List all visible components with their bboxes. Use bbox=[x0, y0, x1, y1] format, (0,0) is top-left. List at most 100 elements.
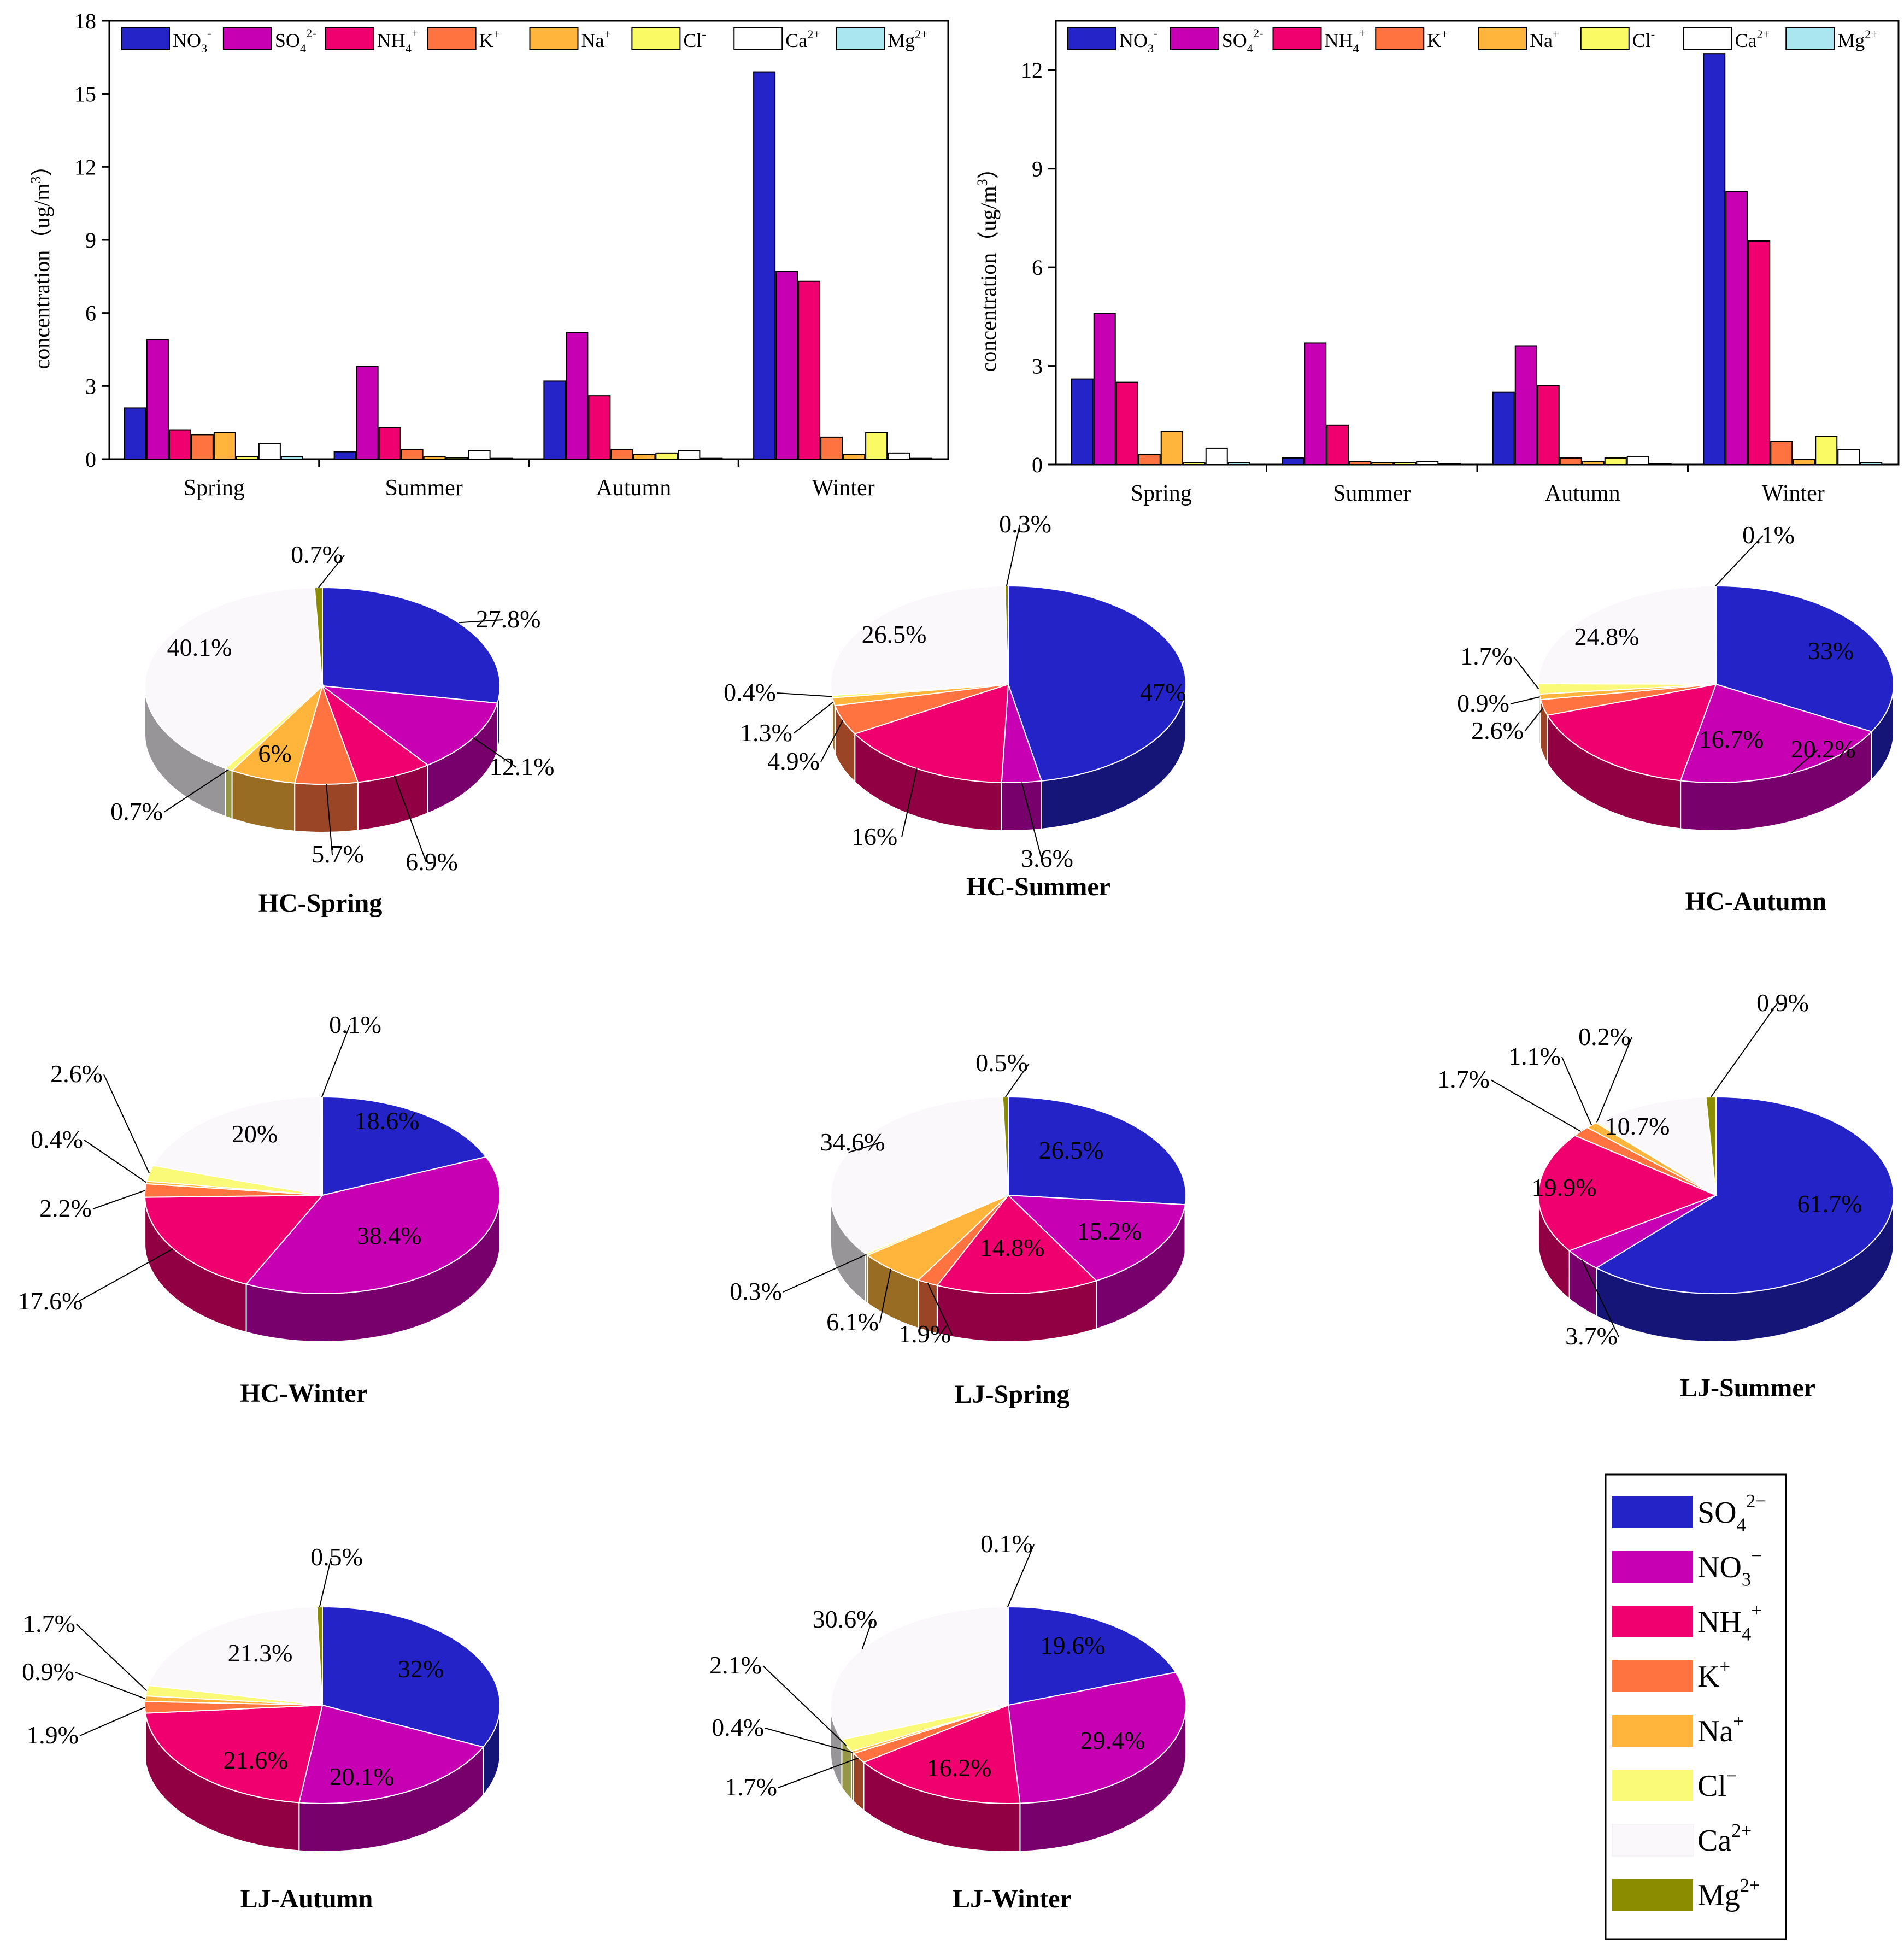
bar-cl-autumn bbox=[1604, 457, 1627, 466]
leader-line-no3 bbox=[473, 737, 517, 768]
leader-line-mg2 bbox=[1006, 524, 1020, 586]
leader-line-k bbox=[778, 1757, 859, 1788]
bar-na-spring bbox=[1160, 431, 1183, 466]
pie-label-k: 1.7% bbox=[725, 1773, 777, 1801]
y-tick-label: 15 bbox=[74, 82, 96, 107]
leader-line-k bbox=[927, 1282, 953, 1335]
bar-so42-summer bbox=[1304, 342, 1327, 465]
bar-ca2-winter bbox=[1837, 449, 1860, 466]
leader-line-cl bbox=[1596, 1037, 1632, 1123]
y-tick-label: 3 bbox=[1032, 354, 1043, 379]
legend-swatch-nh bbox=[1612, 1606, 1693, 1637]
pie-side-k bbox=[853, 1752, 865, 1812]
bar-cl-winter bbox=[865, 431, 888, 460]
leader-line-cl bbox=[777, 692, 832, 697]
pie-label-k: 4.9% bbox=[767, 747, 820, 775]
pie-side-no3 bbox=[1001, 780, 1042, 831]
legend-label-nh4: NH4+ bbox=[1325, 26, 1366, 55]
pie-top bbox=[1538, 1096, 1895, 1294]
pie-slice-nh4 bbox=[1546, 683, 1717, 782]
pie-label-na: 0.4% bbox=[31, 1125, 83, 1153]
legend-label-k: K+ bbox=[479, 27, 501, 51]
pie-label-mg2: 0.5% bbox=[975, 1049, 1028, 1077]
bar-ca2-autumn bbox=[1626, 455, 1649, 465]
pie-label-na: 1.3% bbox=[740, 719, 792, 747]
pie-label-mg2: 0.3% bbox=[999, 510, 1051, 538]
pie-slice-mg2 bbox=[1705, 1096, 1717, 1196]
pie-slice-so42 bbox=[1715, 585, 1895, 732]
legend-label-ca: Ca2+ bbox=[1697, 1820, 1752, 1858]
bar-so42-autumn bbox=[1514, 345, 1537, 466]
y-tick-label: 12 bbox=[1021, 58, 1043, 83]
legend-label-k: K+ bbox=[1427, 27, 1448, 51]
bar-so42-spring bbox=[1093, 313, 1116, 466]
pie-slice-so42 bbox=[1008, 585, 1186, 782]
pie-label-ca2: 40.1% bbox=[167, 633, 232, 661]
pie-title: HC-Winter bbox=[240, 1379, 368, 1408]
pie-slice-ca2 bbox=[1537, 585, 1717, 685]
leader-line-mg2 bbox=[1005, 1063, 1030, 1097]
bar-ca2-summer bbox=[1416, 460, 1439, 465]
bar-k-spring bbox=[1138, 454, 1161, 466]
bar-ca2-spring bbox=[258, 443, 281, 460]
pie-title: LJ-Spring bbox=[955, 1380, 1070, 1409]
bar-nh4-summer bbox=[378, 427, 401, 460]
pie-label-k: 2.2% bbox=[39, 1194, 92, 1222]
leader-line-nh4 bbox=[77, 1248, 174, 1302]
y-tick-label: 3 bbox=[85, 374, 96, 398]
pie-sides bbox=[830, 684, 1186, 831]
leader-line-ca2 bbox=[848, 1142, 880, 1153]
legend-label-na: Na+ bbox=[1697, 1711, 1744, 1748]
pie-slice-so42 bbox=[322, 1606, 501, 1748]
leader-line-so42 bbox=[459, 619, 503, 624]
pie-label-so42: 27.8% bbox=[476, 605, 541, 633]
pie-label-k: 5.7% bbox=[312, 840, 364, 868]
bar-mg2-spring bbox=[280, 456, 303, 460]
legend-label-na: Na+ bbox=[1530, 27, 1560, 51]
pie-label-mg2: 0.1% bbox=[329, 1011, 381, 1038]
pie-label-so42: 32% bbox=[398, 1655, 444, 1683]
y-tick-label: 0 bbox=[85, 447, 96, 472]
pie-label-so42: 19.6% bbox=[1041, 1631, 1106, 1659]
pie-lj-summer: 61.7% 3.7% 19.9% 1.7% 1.1% 0.2% 10.7% 0.9% LJ-Su… bbox=[1437, 989, 1895, 1402]
legend-swatch-ca2 bbox=[733, 27, 783, 50]
leader-line-nh4 bbox=[901, 768, 918, 838]
bar-charts: 0 3 6 9 12 15 18 concentration（ug/m3） Spring Summ… bbox=[28, 9, 1900, 506]
bar-na-winter bbox=[1793, 459, 1815, 466]
y-axis-label: concentration（ug/m3） bbox=[28, 155, 54, 369]
pie-label-nh4: 16.2% bbox=[927, 1754, 992, 1782]
pie-legend: SO42− NO3− NH4+ K+ Na+ Cl− Ca2+ Mg2+ bbox=[1605, 1473, 1787, 1940]
pie-slice-so42 bbox=[1595, 1096, 1895, 1294]
bar-nh4-spring bbox=[168, 429, 191, 460]
pie-label-cl: 1.7% bbox=[1460, 642, 1513, 670]
bar-no3-autumn bbox=[1492, 391, 1515, 465]
x-tick-label-spring: Spring bbox=[184, 475, 245, 501]
bar-so42-summer bbox=[356, 366, 379, 460]
pie-label-ca2: 26.5% bbox=[862, 620, 927, 648]
pie-top bbox=[830, 1096, 1186, 1294]
pie-slice-nh4 bbox=[936, 1194, 1098, 1294]
bar-na-spring bbox=[213, 431, 236, 460]
pie-slice-mg2 bbox=[316, 1606, 323, 1706]
bar-ca2-winter bbox=[888, 452, 910, 460]
pie-label-ca2: 21.3% bbox=[228, 1639, 293, 1667]
pie-slice-so42 bbox=[1008, 1606, 1177, 1706]
legend-label-nh: NH4+ bbox=[1697, 1600, 1762, 1645]
pie-label-mg2: 0.7% bbox=[291, 541, 343, 568]
pie-slice-na bbox=[866, 1195, 1009, 1281]
pie-label-cl: 1.7% bbox=[23, 1610, 75, 1637]
leader-line-k bbox=[79, 1707, 145, 1736]
legend-swatch-ca bbox=[1612, 1824, 1694, 1857]
legend-label-ca2: Ca2+ bbox=[1735, 27, 1770, 51]
pie-slice-nh4 bbox=[144, 1194, 324, 1285]
leader-line-ca2 bbox=[861, 1619, 873, 1650]
pie-label-so42: 18.6% bbox=[355, 1107, 420, 1135]
pie-charts: 27.8% 12.1% 6.9% 5.7% 6% 0.7% 40.1% 0.7% HC-Spri… bbox=[18, 510, 1895, 1913]
pie-label-na: 1.1% bbox=[1508, 1042, 1561, 1070]
legend-swatch-mg2 bbox=[836, 27, 885, 50]
legend-label-cl: Cl- bbox=[683, 27, 706, 51]
y-axis-label: concentration（ug/m3） bbox=[974, 157, 1001, 372]
leader-line-na bbox=[793, 701, 834, 734]
pie-slice-ca2 bbox=[144, 587, 324, 769]
legend-swatch-na bbox=[1612, 1715, 1693, 1747]
